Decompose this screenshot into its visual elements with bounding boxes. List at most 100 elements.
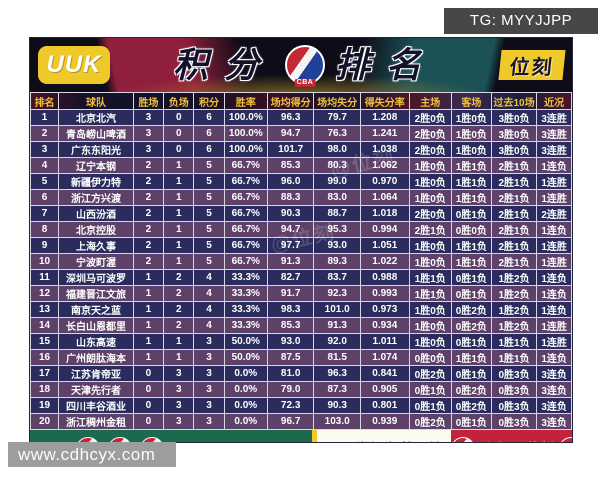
cell-avg_allowed: 99.0 <box>313 173 361 190</box>
cell-wins: 2 <box>132 157 165 174</box>
standings-poster: UUK 积分 CBA 排名 位刻 排名 球队 胜场 负场 积分 胜率 场均得分 场均失分 得失分… <box>30 38 572 442</box>
cell-win_pct: 100.0% <box>223 141 268 158</box>
title-right-text: 排名 <box>335 45 438 85</box>
cell-losses: 3 <box>163 397 195 414</box>
cell-last10: 0胜3负 <box>490 397 538 414</box>
table-row: 16 广州朗肽海本 1 1 3 50.0% 87.5 81.5 1.074 0胜0负 1胜1负 1胜1… <box>30 349 572 366</box>
cell-streak: 1连负 <box>536 301 572 318</box>
cell-score_ratio: 1.038 <box>359 141 410 158</box>
cell-score_ratio: 0.993 <box>359 285 410 302</box>
table-row: 10 宁波町渥 2 1 5 66.7% 91.3 89.3 1.022 1胜0负 1胜1负 2胜1负 1… <box>30 253 572 270</box>
cell-team: 山西汾酒 <box>58 205 134 222</box>
cell-win_pct: 50.0% <box>223 333 268 350</box>
cell-avg_allowed: 92.3 <box>313 285 361 302</box>
cell-wins: 2 <box>132 189 165 206</box>
cell-last10: 3胜0负 <box>490 125 538 142</box>
cell-wins: 2 <box>132 173 165 190</box>
cell-wins: 2 <box>132 205 165 222</box>
cell-team: 辽宁本钢 <box>58 157 134 174</box>
table-row: 4 辽宁本钢 2 1 5 66.7% 85.3 80.3 1.062 1胜0负 1胜1负 2胜1负 1连… <box>30 157 572 174</box>
cell-losses: 2 <box>163 301 195 318</box>
cell-team: 北京北汽 <box>58 109 134 126</box>
cell-avg_scored: 79.0 <box>266 381 315 398</box>
table-row: 15 山东高速 1 1 3 50.0% 93.0 92.0 1.011 1胜0负 0胜1负 1胜1负 1… <box>30 333 572 350</box>
cell-home: 1胜0负 <box>408 189 452 206</box>
cell-team: 宁波町渥 <box>58 253 134 270</box>
cell-points: 6 <box>193 109 225 126</box>
cell-score_ratio: 0.994 <box>359 221 410 238</box>
cell-rank: 12 <box>30 285 60 302</box>
cell-away: 0胜1负 <box>450 285 492 302</box>
standings-table: 排名 球队 胜场 负场 积分 胜率 场均得分 场均失分 得失分率 主场 客场 过去10场 近况 1 北京北… <box>30 92 572 430</box>
col-header-streak: 近况 <box>536 92 572 110</box>
cell-away: 0胜1负 <box>450 269 492 286</box>
cell-avg_allowed: 90.3 <box>313 397 361 414</box>
cell-last10: 2胜1负 <box>490 237 538 254</box>
cell-wins: 1 <box>132 269 165 286</box>
col-header-wins: 胜场 <box>132 92 165 110</box>
cell-score_ratio: 0.939 <box>359 413 410 430</box>
cell-losses: 1 <box>163 189 195 206</box>
cell-losses: 1 <box>163 349 195 366</box>
table-row: 8 北京控股 2 1 5 66.7% 94.7 95.3 0.994 2胜1负 0胜0负 2胜1负 1连… <box>30 221 572 238</box>
cell-avg_scored: 82.7 <box>266 269 315 286</box>
cell-last10: 3胜0负 <box>490 109 538 126</box>
cell-streak: 1连负 <box>536 349 572 366</box>
cell-away: 0胜2负 <box>450 397 492 414</box>
cell-score_ratio: 0.988 <box>359 269 410 286</box>
cell-wins: 2 <box>132 221 165 238</box>
cell-rank: 4 <box>30 157 60 174</box>
cell-score_ratio: 1.208 <box>359 109 410 126</box>
cell-wins: 1 <box>132 285 165 302</box>
col-header-home: 主场 <box>408 92 452 110</box>
cell-avg_allowed: 91.3 <box>313 317 361 334</box>
table-row: 9 上海久事 2 1 5 66.7% 97.7 93.0 1.051 1胜0负 1胜1负 2胜1负 1连… <box>30 237 572 254</box>
cell-wins: 2 <box>132 253 165 270</box>
cell-score_ratio: 0.973 <box>359 301 410 318</box>
cell-score_ratio: 1.062 <box>359 157 410 174</box>
cell-win_pct: 66.7% <box>223 157 268 174</box>
cell-wins: 1 <box>132 301 165 318</box>
cell-points: 4 <box>193 301 225 318</box>
cell-points: 5 <box>193 237 225 254</box>
cell-win_pct: 33.3% <box>223 269 268 286</box>
cell-losses: 3 <box>163 413 195 430</box>
cba-ball-icon <box>559 436 572 442</box>
cell-avg_allowed: 92.0 <box>313 333 361 350</box>
table-row: 17 江苏肯帝亚 0 3 3 0.0% 81.0 96.3 0.841 0胜2负 0胜1负 0胜3负 3… <box>30 365 572 382</box>
cell-away: 1胜0负 <box>450 141 492 158</box>
cell-losses: 1 <box>163 237 195 254</box>
cell-away: 1胜1负 <box>450 157 492 174</box>
cell-losses: 1 <box>163 173 195 190</box>
stage-label: CBA常规赛|第03轮 <box>316 430 452 442</box>
cell-team: 山东高速 <box>58 333 134 350</box>
table-row: 11 深圳马可波罗 1 2 4 33.3% 82.7 83.7 0.988 1胜1负 0胜1负 1胜2… <box>30 269 572 286</box>
table-row: 19 四川丰谷酒业 0 3 3 0.0% 72.3 90.3 0.801 0胜1负 0胜2负 0胜3负… <box>30 397 572 414</box>
col-header-team: 球队 <box>58 92 134 110</box>
standings-table-wrap: 排名 球队 胜场 负场 积分 胜率 场均得分 场均失分 得失分率 主场 客场 过去10场 近况 1 北京北… <box>30 92 572 430</box>
cell-away: 1胜1负 <box>450 237 492 254</box>
cell-rank: 19 <box>30 397 60 414</box>
cell-team: 浙江方兴渡 <box>58 189 134 206</box>
cell-avg_scored: 96.7 <box>266 413 315 430</box>
cell-streak: 1连胜 <box>536 317 572 334</box>
cell-win_pct: 66.7% <box>223 205 268 222</box>
cell-score_ratio: 1.018 <box>359 205 410 222</box>
cell-avg_scored: 81.0 <box>266 365 315 382</box>
cell-score_ratio: 1.051 <box>359 237 410 254</box>
col-header-rank: 排名 <box>30 92 60 110</box>
cell-team: 长白山恩都里 <box>58 317 134 334</box>
cell-avg_allowed: 96.3 <box>313 365 361 382</box>
cell-wins: 0 <box>132 397 165 414</box>
cell-home: 2胜0负 <box>408 125 452 142</box>
cell-avg_allowed: 80.3 <box>313 157 361 174</box>
cell-avg_scored: 96.3 <box>266 109 315 126</box>
cell-team: 深圳马可波罗 <box>58 269 134 286</box>
cell-win_pct: 66.7% <box>223 253 268 270</box>
cell-team: 广东东阳光 <box>58 141 134 158</box>
cell-last10: 2胜1负 <box>490 221 538 238</box>
uuk-logo: UUK <box>38 46 110 84</box>
cell-rank: 8 <box>30 221 60 238</box>
cell-win_pct: 0.0% <box>223 365 268 382</box>
col-header-losses: 负场 <box>163 92 195 110</box>
